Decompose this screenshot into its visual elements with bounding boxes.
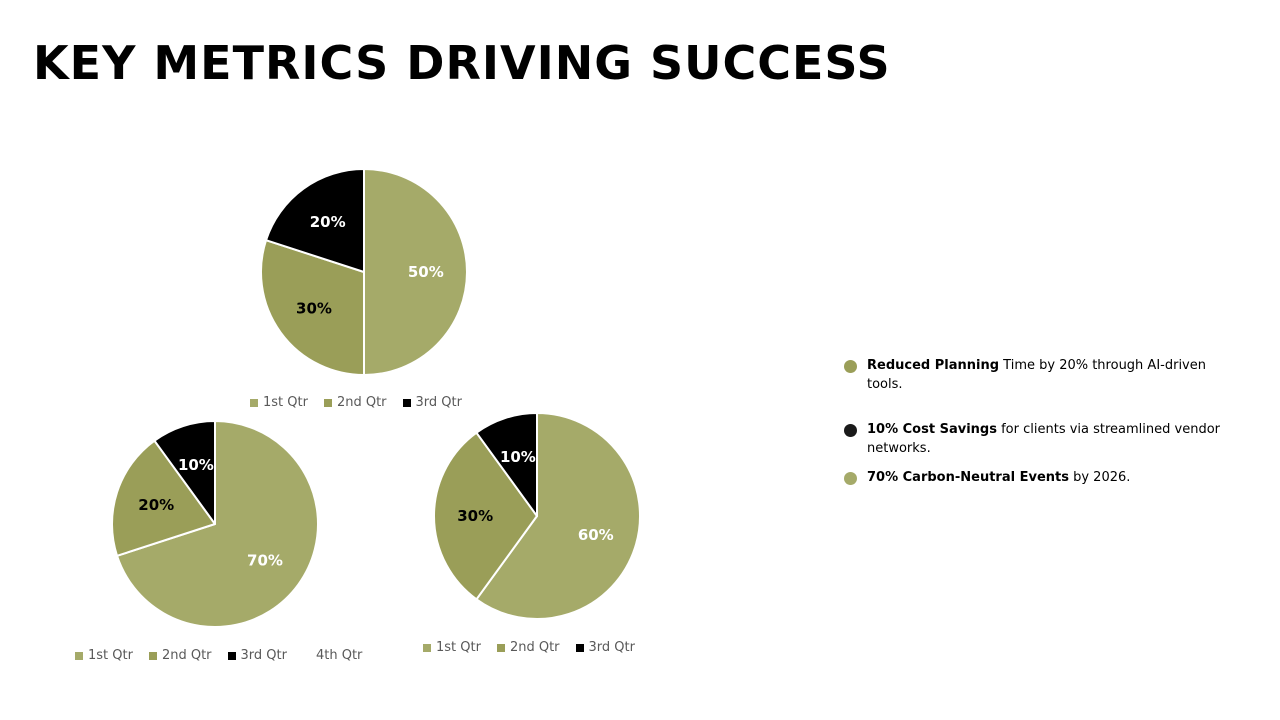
legend-label: 2nd Qtr [336, 395, 387, 410]
legend-swatch-icon [423, 643, 431, 652]
legend-label: 2nd Qtr [161, 648, 212, 663]
pie-data-label: 20% [310, 213, 346, 231]
pie-chart-top-legend: 1st Qtr 2nd Qtr 3rd Qtr [250, 395, 462, 410]
legend-swatch-icon [323, 398, 332, 407]
pie-chart-bottom-right-legend: 1st Qtr 2nd Qtr 3rd Qtr [423, 640, 635, 655]
legend-item-1st-qtr: 1st Qtr [75, 648, 133, 663]
legend-swatch-icon [227, 651, 236, 660]
pie-chart-bottom-left-legend: 1st Qtr 2nd Qtr 3rd Qtr 4th Qtr [75, 648, 362, 663]
legend-label: 1st Qtr [88, 648, 133, 663]
pie-slice-3rd-qtr [153, 420, 216, 525]
pie-data-label: 30% [296, 299, 332, 317]
pie-chart-bottom-right: 60% 30% 10% [433, 412, 641, 620]
pie-slice-2nd-qtr [433, 431, 538, 601]
legend-item-3rd-qtr: 3rd Qtr [575, 640, 635, 655]
legend-label: 3rd Qtr [240, 648, 287, 663]
pie-slice-2nd-qtr [260, 239, 365, 376]
pie-slice-3rd-qtr [475, 412, 538, 517]
page-title: KEY METRICS DRIVING SUCCESS [33, 36, 891, 90]
pie-data-label: 20% [138, 496, 174, 514]
legend-item-2nd-qtr: 2nd Qtr [323, 395, 387, 410]
bullet-item-reduced-planning: Reduced Planning Time by 20% through AI-… [844, 356, 1244, 394]
pie-data-label: 30% [457, 507, 493, 525]
legend-item-3rd-qtr: 3rd Qtr [227, 648, 287, 663]
legend-swatch-icon [148, 651, 157, 660]
pie-data-label: 10% [500, 448, 536, 466]
legend-item-2nd-qtr: 2nd Qtr [148, 648, 212, 663]
legend-label: 2nd Qtr [509, 640, 560, 655]
legend-label: 1st Qtr [263, 395, 308, 410]
legend-label: 1st Qtr [436, 640, 481, 655]
bullet-dot-icon [844, 360, 857, 373]
legend-item-1st-qtr: 1st Qtr [423, 640, 481, 655]
legend-swatch-icon [496, 643, 505, 652]
legend-item-4th-qtr: 4th Qtr [302, 648, 363, 663]
bullet-text: for clients via streamlined vendor netwo… [867, 422, 1221, 456]
bullet-text: Time by 20% through AI-driven tools. [867, 358, 1206, 392]
legend-item-2nd-qtr: 2nd Qtr [496, 640, 560, 655]
pie-slice-1st-qtr [363, 168, 468, 376]
pie-slice-3rd-qtr [265, 168, 365, 273]
legend-swatch-icon [575, 643, 584, 652]
pie-slice-1st-qtr [475, 412, 641, 620]
bullet-bold-text: 10% Cost Savings [867, 422, 997, 437]
pie-data-label: 70% [247, 551, 283, 569]
pie-data-label: 60% [578, 526, 614, 544]
bullet-bold-text: 70% Carbon-Neutral Events [867, 470, 1069, 485]
bullet-dot-icon [844, 424, 857, 437]
legend-item-3rd-qtr: 3rd Qtr [402, 395, 462, 410]
bullet-item-cost-savings: 10% Cost Savings for clients via streaml… [844, 420, 1244, 458]
pie-data-label: 10% [178, 456, 214, 474]
legend-swatch-icon [402, 398, 411, 407]
bullet-text: by 2026. [1068, 470, 1131, 485]
legend-item-1st-qtr: 1st Qtr [250, 395, 308, 410]
pie-slice-1st-qtr [116, 420, 319, 628]
bullet-dot-icon [844, 472, 857, 485]
pie-chart-top: 50% 30% 20% [260, 168, 468, 376]
legend-swatch-icon [75, 651, 83, 660]
legend-swatch-icon [302, 651, 311, 660]
pie-data-label: 50% [408, 263, 444, 281]
legend-label: 4th Qtr [315, 648, 363, 663]
key-metrics-list: Reduced Planning Time by 20% through AI-… [844, 356, 1244, 487]
pie-chart-bottom-left: 70% 20% 10% [110, 420, 319, 628]
legend-label: 3rd Qtr [588, 640, 635, 655]
legend-label: 3rd Qtr [415, 395, 462, 410]
bullet-bold-text: Reduced Planning [867, 358, 1000, 373]
legend-swatch-icon [250, 398, 258, 407]
bullet-item-carbon-neutral: 70% Carbon-Neutral Events by 2026. [844, 468, 1244, 487]
pie-slice-2nd-qtr [110, 439, 216, 557]
